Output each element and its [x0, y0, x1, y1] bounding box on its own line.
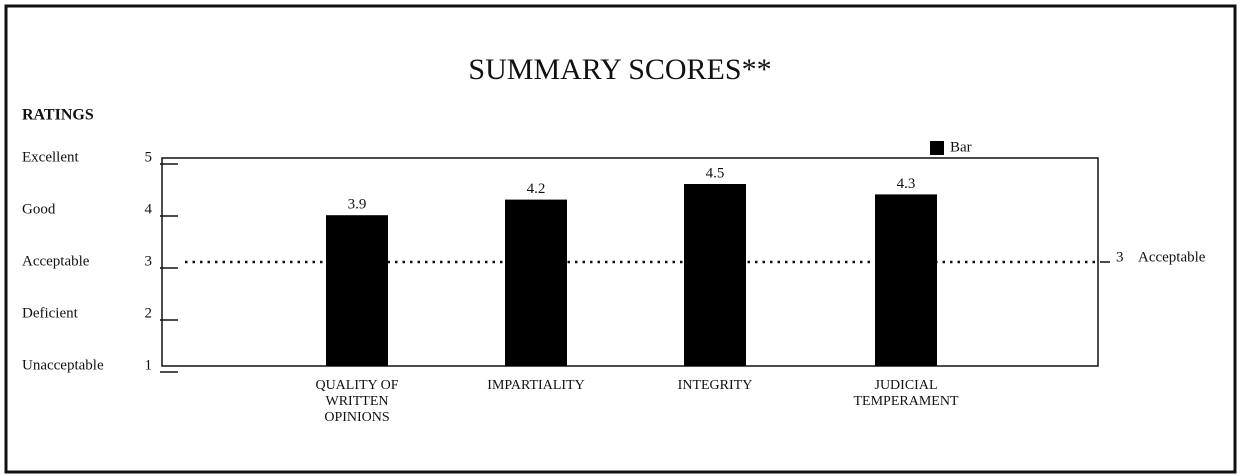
y-tick-name: Excellent: [22, 149, 79, 165]
bar: [875, 194, 937, 366]
reference-value: 3: [1116, 249, 1124, 265]
y-tick-name: Good: [22, 201, 56, 217]
y-axis-label: RATINGS: [22, 107, 94, 124]
legend-label: Bar: [950, 139, 972, 155]
frame: [4, 4, 1237, 474]
value-label: 3.9: [348, 197, 367, 213]
x-tick-label: IMPARTIALITY: [487, 378, 584, 393]
bar: [326, 215, 388, 366]
y-tick-label: 2: [145, 305, 153, 321]
bar: [505, 199, 567, 366]
x-tick-label: JUDICIAL TEMPERAMENT: [854, 378, 959, 409]
plot-box: [161, 157, 1099, 367]
reference-label: Acceptable: [1138, 249, 1206, 265]
y-tick-label: 4: [145, 201, 153, 217]
y-tick-name: Deficient: [22, 305, 79, 321]
value-label: 4.3: [897, 176, 916, 192]
x-tick-label: QUALITY OF WRITTEN OPINIONS: [315, 378, 398, 425]
x-tick-label: INTEGRITY: [678, 378, 753, 393]
chart-title: SUMMARY SCORES**: [468, 53, 771, 86]
value-label: 4.5: [706, 165, 725, 181]
legend-swatch: [930, 141, 944, 155]
y-tick-label: 5: [145, 149, 153, 165]
y-tick-name: Unacceptable: [22, 357, 104, 373]
y-tick-name: Acceptable: [22, 253, 90, 269]
value-label: 4.2: [527, 181, 546, 197]
bar: [684, 184, 746, 366]
y-tick-label: 3: [145, 253, 153, 269]
y-tick-label: 1: [145, 357, 153, 373]
